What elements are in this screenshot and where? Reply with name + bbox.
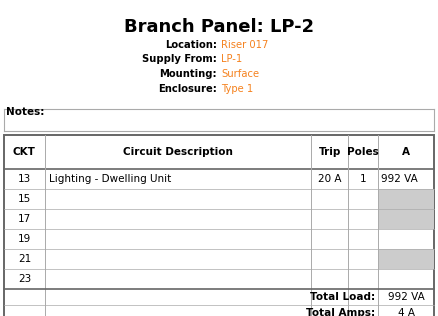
Text: Circuit Description: Circuit Description bbox=[123, 147, 233, 157]
Text: Notes:: Notes: bbox=[6, 107, 44, 117]
Text: Riser 017: Riser 017 bbox=[221, 40, 268, 50]
Text: Lighting - Dwelling Unit: Lighting - Dwelling Unit bbox=[49, 174, 171, 184]
Text: Branch Panel: LP-2: Branch Panel: LP-2 bbox=[124, 18, 314, 36]
Text: 992 VA: 992 VA bbox=[381, 174, 418, 184]
Text: 23: 23 bbox=[18, 274, 31, 284]
Text: Mounting:: Mounting: bbox=[159, 69, 217, 79]
Text: Total Load:: Total Load: bbox=[310, 292, 375, 302]
Text: 21: 21 bbox=[18, 254, 31, 264]
Text: LP-1: LP-1 bbox=[221, 54, 242, 64]
Bar bbox=[378, 189, 434, 209]
Text: 1: 1 bbox=[360, 174, 366, 184]
Text: 13: 13 bbox=[18, 174, 31, 184]
Text: 20 A: 20 A bbox=[318, 174, 342, 184]
Text: A: A bbox=[402, 147, 410, 157]
Text: Total Amps:: Total Amps: bbox=[306, 308, 375, 316]
Bar bbox=[4, 135, 434, 316]
Text: Enclosure:: Enclosure: bbox=[158, 83, 217, 94]
Bar bbox=[378, 249, 434, 269]
Text: 992 VA: 992 VA bbox=[388, 292, 424, 302]
Bar bbox=[378, 209, 434, 229]
Text: 4 A: 4 A bbox=[398, 308, 414, 316]
Text: CKT: CKT bbox=[13, 147, 36, 157]
Text: Trip: Trip bbox=[318, 147, 341, 157]
Text: 17: 17 bbox=[18, 214, 31, 224]
Text: Poles: Poles bbox=[347, 147, 379, 157]
Text: 15: 15 bbox=[18, 194, 31, 204]
Text: 19: 19 bbox=[18, 234, 31, 244]
Text: Supply From:: Supply From: bbox=[142, 54, 217, 64]
Text: Surface: Surface bbox=[221, 69, 259, 79]
Text: Location:: Location: bbox=[165, 40, 217, 50]
Text: Type 1: Type 1 bbox=[221, 83, 253, 94]
